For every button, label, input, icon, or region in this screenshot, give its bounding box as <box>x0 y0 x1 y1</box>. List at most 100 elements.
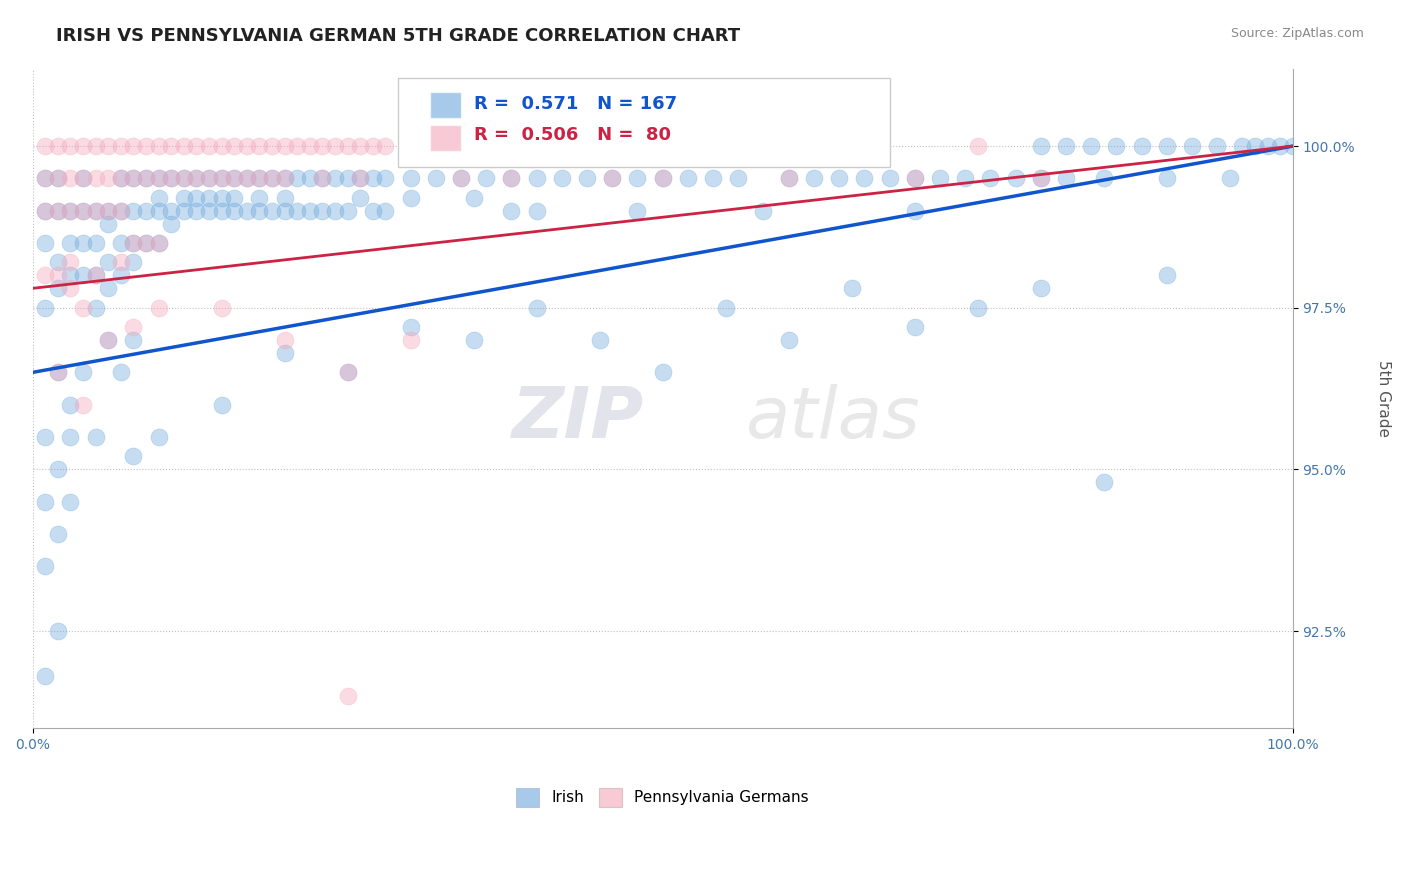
Point <box>110 203 132 218</box>
Point <box>122 320 145 334</box>
Point <box>110 171 132 186</box>
Point <box>72 236 94 251</box>
Point <box>336 203 359 218</box>
Point <box>97 171 120 186</box>
Point <box>336 171 359 186</box>
Point <box>122 203 145 218</box>
Point <box>84 268 107 283</box>
Point <box>702 171 724 186</box>
Point <box>651 365 673 379</box>
Point <box>59 398 82 412</box>
Point <box>399 191 422 205</box>
Point <box>273 346 295 360</box>
Point <box>803 171 825 186</box>
Point <box>323 171 346 186</box>
Point <box>211 191 233 205</box>
Point <box>59 494 82 508</box>
Point <box>425 171 447 186</box>
Point <box>1282 139 1305 153</box>
Point <box>1244 139 1267 153</box>
Point <box>224 171 246 186</box>
Point <box>122 333 145 347</box>
Point <box>626 171 648 186</box>
Point <box>752 203 775 218</box>
Point <box>110 255 132 269</box>
Point <box>173 139 195 153</box>
Point <box>841 281 863 295</box>
Point <box>236 171 259 186</box>
Point <box>46 365 69 379</box>
Point <box>979 171 1001 186</box>
Point <box>336 365 359 379</box>
FancyBboxPatch shape <box>429 92 461 118</box>
Point <box>84 203 107 218</box>
Point <box>298 139 321 153</box>
Point <box>46 527 69 541</box>
Point <box>501 203 523 218</box>
Point <box>72 203 94 218</box>
Point <box>97 333 120 347</box>
Point <box>34 268 56 283</box>
Point <box>46 624 69 638</box>
Point <box>122 139 145 153</box>
Point <box>361 203 384 218</box>
Point <box>160 171 183 186</box>
Point <box>135 236 157 251</box>
Point <box>336 139 359 153</box>
Point <box>576 139 599 153</box>
Point <box>148 203 170 218</box>
Point <box>34 236 56 251</box>
Point <box>526 171 548 186</box>
Point <box>211 171 233 186</box>
Point <box>450 171 472 186</box>
Text: IRISH VS PENNSYLVANIA GERMAN 5TH GRADE CORRELATION CHART: IRISH VS PENNSYLVANIA GERMAN 5TH GRADE C… <box>56 27 741 45</box>
Point <box>247 191 270 205</box>
Point <box>59 430 82 444</box>
Point <box>211 139 233 153</box>
Point <box>84 268 107 283</box>
Point <box>59 171 82 186</box>
Point <box>676 171 699 186</box>
Point <box>273 203 295 218</box>
Point <box>1054 139 1077 153</box>
Point <box>224 203 246 218</box>
Point <box>46 203 69 218</box>
Point <box>1029 139 1052 153</box>
Point <box>97 333 120 347</box>
Point <box>84 430 107 444</box>
Point <box>135 171 157 186</box>
Point <box>34 203 56 218</box>
Point <box>59 203 82 218</box>
Point <box>1181 139 1204 153</box>
Point <box>72 139 94 153</box>
Point <box>34 301 56 315</box>
Point <box>966 301 988 315</box>
Point <box>349 191 371 205</box>
Point <box>135 236 157 251</box>
Point <box>46 171 69 186</box>
Point <box>273 139 295 153</box>
Point <box>46 139 69 153</box>
Point <box>72 171 94 186</box>
Point <box>336 689 359 703</box>
Point <box>34 171 56 186</box>
Point <box>463 139 485 153</box>
Point <box>211 301 233 315</box>
Point <box>72 268 94 283</box>
Point <box>110 171 132 186</box>
Point <box>173 171 195 186</box>
Point <box>173 171 195 186</box>
Point <box>1257 139 1279 153</box>
Point <box>1004 171 1026 186</box>
Point <box>475 171 498 186</box>
Point <box>122 171 145 186</box>
Point <box>273 171 295 186</box>
FancyBboxPatch shape <box>429 125 461 151</box>
Point <box>626 139 648 153</box>
Point <box>198 191 221 205</box>
Point <box>285 203 308 218</box>
Point <box>879 171 901 186</box>
Point <box>399 333 422 347</box>
Point <box>34 430 56 444</box>
Point <box>600 171 623 186</box>
